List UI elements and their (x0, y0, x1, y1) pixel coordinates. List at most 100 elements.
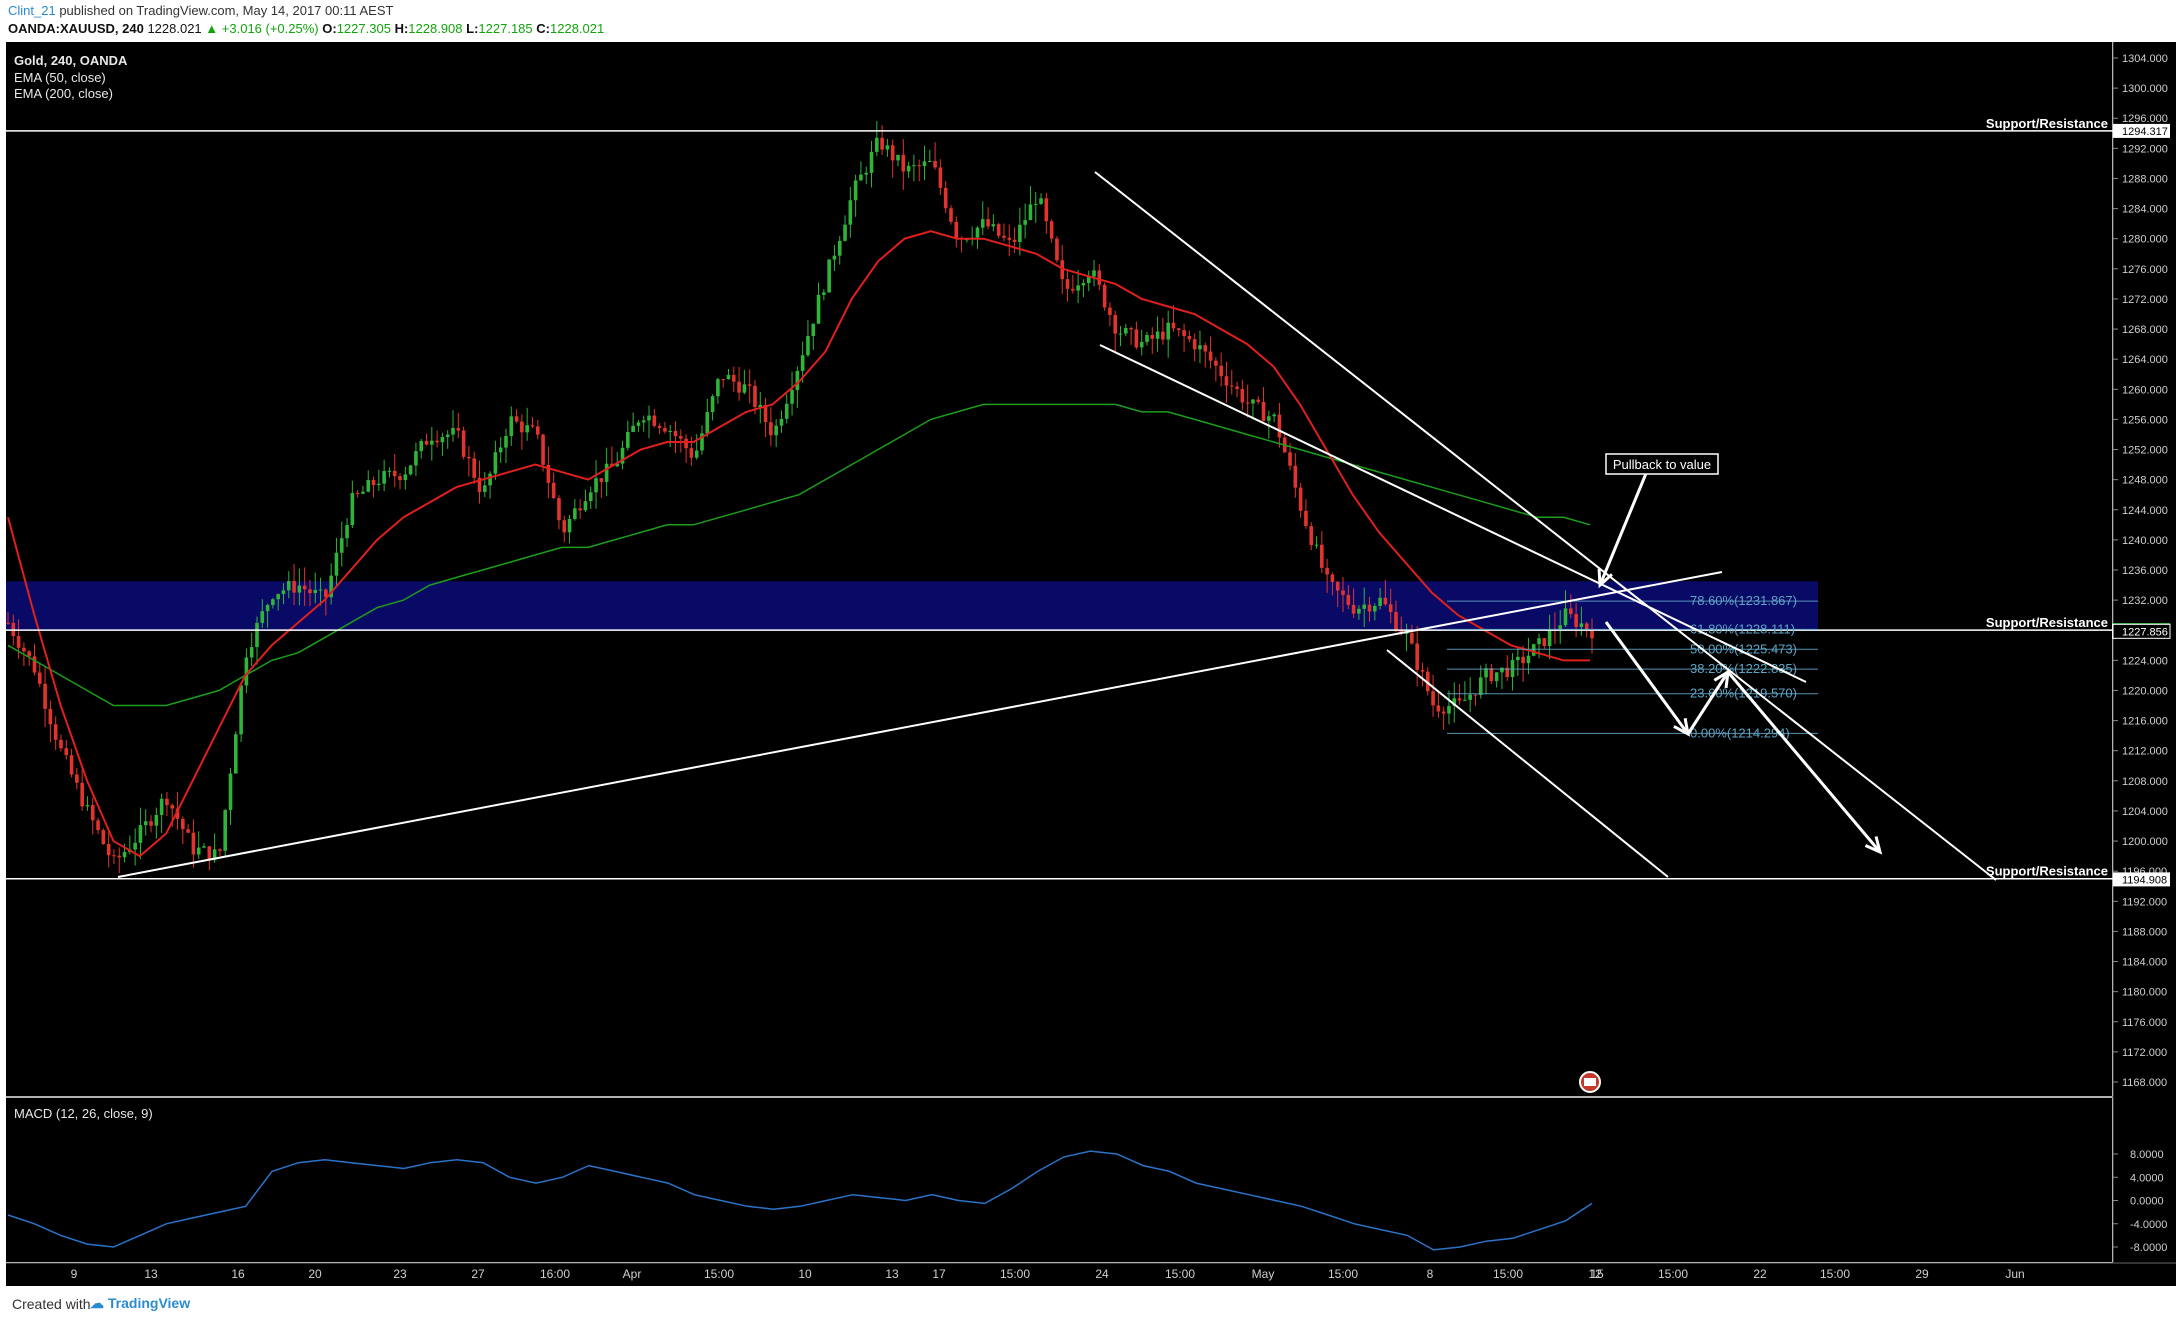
y-tick-label: 1276.000 (2122, 264, 2168, 276)
candle-body (1118, 333, 1123, 335)
candle-body (1473, 694, 1478, 696)
x-tick-label: 22 (1753, 1267, 1767, 1281)
x-tick-label: Apr (623, 1267, 642, 1281)
x-tick-label: 10 (798, 1267, 812, 1281)
y-tick-label: 1288.000 (2122, 173, 2168, 185)
candle-body (1033, 203, 1038, 205)
candle-body (784, 403, 789, 419)
candle-body (1150, 334, 1155, 339)
author-link[interactable]: Clint_21 (8, 3, 56, 18)
candle-body (260, 611, 265, 623)
candle-body (1176, 328, 1181, 331)
candle-body (906, 165, 911, 172)
header-bar: Clint_21 published on TradingView.com, M… (0, 0, 2176, 42)
candle-body (133, 842, 137, 850)
candle-body (1463, 699, 1467, 701)
candle-body (1436, 705, 1441, 712)
y-tick-label: 1244.000 (2122, 505, 2168, 517)
x-tick-label: 17 (932, 1267, 946, 1281)
candle-body (472, 458, 476, 478)
candle-body (59, 739, 63, 749)
candle-body (1330, 574, 1335, 582)
candle-body (822, 292, 826, 295)
candle-body (1431, 691, 1435, 706)
candle-body (493, 452, 498, 474)
candle-body (1277, 414, 1282, 438)
candle-body (22, 647, 26, 652)
candle-body (657, 425, 662, 429)
candle-body (1494, 672, 1499, 682)
chart-canvas[interactable]: 1304.0001300.0001296.0001292.0001288.000… (0, 42, 2176, 1286)
candle-body (1457, 698, 1462, 701)
x-tick-label: May (1252, 1267, 1275, 1281)
candle-body (1425, 671, 1430, 692)
candle-body (991, 224, 996, 227)
candle-body (329, 575, 333, 598)
footer: Created with ☁ TradingView (0, 1286, 2176, 1321)
y-tick-label: 1188.000 (2122, 926, 2167, 938)
candle-body (1293, 465, 1298, 488)
candle-body (143, 821, 148, 826)
candle-body (1044, 198, 1049, 222)
candle-body (996, 224, 1001, 236)
candle-body (350, 493, 355, 526)
flag-icon-inner (1584, 1078, 1596, 1086)
candle-body (456, 428, 461, 431)
candle-body (864, 172, 869, 175)
candle-body (255, 622, 259, 648)
candle-body (196, 847, 201, 855)
candle-body (1415, 643, 1419, 670)
candle-body (175, 808, 180, 819)
candle-body (85, 805, 90, 807)
candle-body (477, 477, 482, 492)
candle-body (514, 416, 519, 422)
candle-body (800, 355, 805, 371)
candle-body (1229, 385, 1234, 387)
candle-body (265, 604, 270, 612)
candle-body (392, 470, 397, 477)
y-tick-label: 1220.000 (2122, 685, 2168, 697)
y-tick-label: 1204.000 (2122, 806, 2168, 818)
y-tick-label: 1300.000 (2122, 83, 2168, 95)
x-tick-label: 29 (1915, 1267, 1929, 1281)
candle-body (1171, 322, 1176, 329)
candle-body (1537, 638, 1541, 645)
price-marker-box (2113, 123, 2170, 138)
candle-body (191, 832, 196, 855)
x-tick-label: 15:00 (704, 1267, 734, 1281)
candle-body (986, 219, 990, 227)
candle-body (615, 463, 620, 467)
candle-body (837, 240, 842, 256)
candle-body (795, 370, 800, 391)
candle-body (652, 415, 657, 426)
candle-body (1018, 224, 1022, 242)
y-tick-label: 1216.000 (2122, 716, 2168, 728)
candle-body (933, 160, 937, 168)
pullback-arrow-head (1597, 568, 1613, 589)
candle-body (27, 651, 31, 657)
candle-body (1161, 331, 1165, 340)
candle-body (1410, 632, 1414, 644)
candle-body (747, 384, 752, 386)
y-tick-label: 1168.000 (2122, 1077, 2167, 1089)
candle-body (75, 774, 79, 783)
tradingview-logo[interactable]: ☁ TradingView (90, 1295, 190, 1312)
open-label: O: (322, 21, 337, 36)
x-tick-label: 12 (1588, 1267, 1602, 1281)
candle-body (1489, 668, 1494, 682)
candle-body (1346, 594, 1351, 605)
candle-body (1097, 270, 1102, 285)
y-tick-label: 1240.000 (2122, 535, 2168, 547)
candle-body (1516, 656, 1520, 661)
candle-body (1579, 623, 1584, 628)
candle-body (154, 814, 159, 826)
candle-body (573, 508, 577, 519)
candle-body (1076, 285, 1080, 291)
candle-body (1198, 345, 1202, 350)
candle-body (1256, 399, 1261, 402)
candle-body (1314, 544, 1319, 546)
candle-body (96, 820, 100, 831)
candle-body (679, 436, 683, 439)
candle-body (281, 590, 286, 595)
arrow-down-1 (1604, 621, 1690, 735)
